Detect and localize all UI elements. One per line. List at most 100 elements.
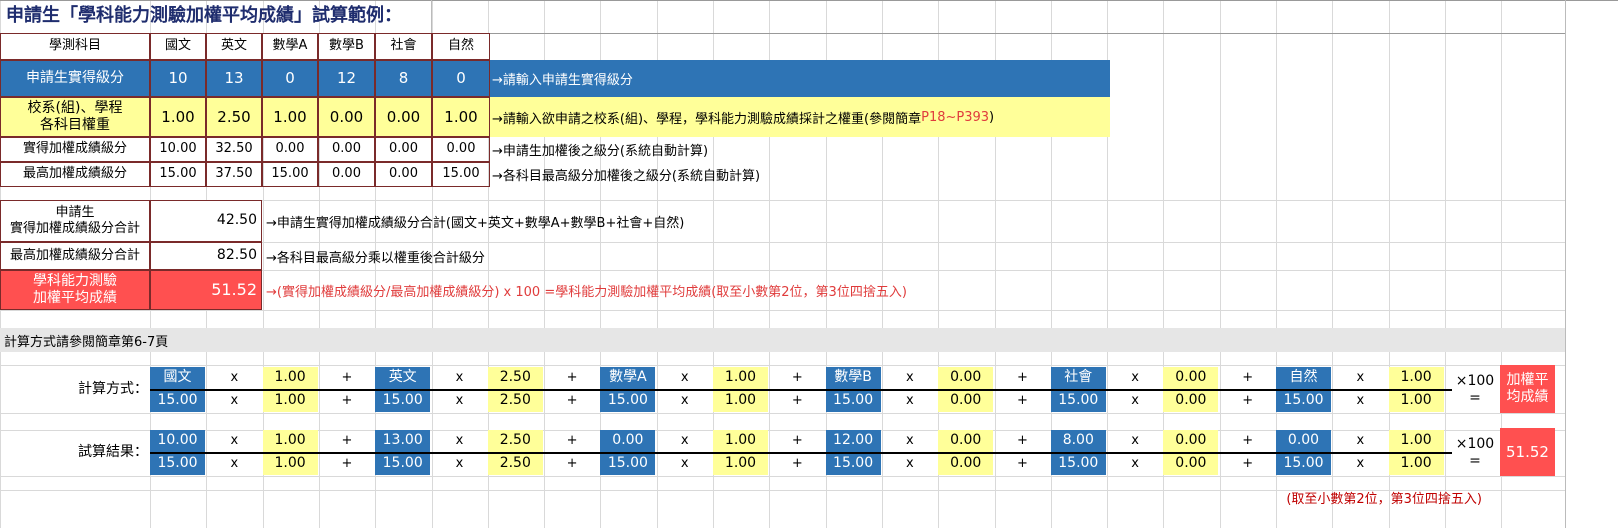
result-box: 加權平 均成績 <box>1500 365 1555 413</box>
weight-box: 2.50 <box>487 453 543 475</box>
plus-operator: + <box>791 392 803 408</box>
formula-label: 試算結果： <box>78 444 148 461</box>
gridline <box>544 0 546 528</box>
gridline <box>1388 0 1390 528</box>
subject-box: 15.00 <box>150 453 205 475</box>
subject-box: 15.00 <box>600 390 656 412</box>
gridline <box>0 430 1565 431</box>
gridline <box>318 0 320 528</box>
times-operator: x <box>906 392 914 408</box>
summary-value: 82.50 <box>150 242 262 270</box>
score-cell: 15.00 <box>262 162 318 187</box>
summary-note: →(實得加權成績級分/最高加權成績級分) x 100 =學科能力測驗加權平均成績… <box>266 284 907 300</box>
score-cell[interactable]: 10 <box>150 60 206 97</box>
column-header: 自然 <box>432 33 490 60</box>
times-operator: x <box>455 369 464 385</box>
subject-box: 15.00 <box>1050 453 1106 475</box>
gridline <box>0 490 1565 491</box>
score-cell[interactable]: 0.00 <box>375 97 432 137</box>
times-operator: x <box>1356 432 1365 448</box>
subject-box: 15.00 <box>375 390 431 412</box>
score-cell[interactable]: 1.00 <box>432 97 490 137</box>
column-header: 數學B <box>318 33 375 60</box>
subject-box: 0.00 <box>600 430 656 452</box>
plus-operator: + <box>791 369 803 385</box>
gridline <box>0 270 1565 271</box>
subject-box: 15.00 <box>825 453 881 475</box>
subject-box: 15.00 <box>1276 453 1331 475</box>
column-header: 數學A <box>262 33 318 60</box>
weight-box: 0.00 <box>938 390 994 412</box>
weight-box: 0.00 <box>938 367 994 389</box>
weight-box: 1.00 <box>1388 367 1444 389</box>
gridline <box>1276 0 1277 528</box>
score-cell: 15.00 <box>150 162 206 187</box>
weight-box: 1.00 <box>262 367 318 389</box>
subject-box: 15.00 <box>825 390 881 412</box>
subject-box: 社會 <box>1050 367 1106 389</box>
weight-box: 2.50 <box>487 367 543 389</box>
gridline <box>1163 0 1165 528</box>
gridline <box>0 242 1565 243</box>
weight-box: 2.50 <box>487 430 543 452</box>
times-operator: x <box>906 432 914 448</box>
times-operator: x <box>680 369 689 385</box>
subject-box: 數學B <box>825 367 881 389</box>
score-cell[interactable]: 12 <box>318 60 375 97</box>
plus-operator: + <box>791 455 803 471</box>
weight-box: 1.00 <box>1388 453 1444 475</box>
gridline <box>656 0 658 528</box>
subject-box: 12.00 <box>825 430 881 452</box>
note-text: →請輸入申請生實得級分 <box>492 73 633 88</box>
times-operator: x <box>1131 432 1139 448</box>
plus-operator: + <box>1242 432 1254 448</box>
score-cell[interactable]: 1.00 <box>262 97 318 137</box>
weight-box: 1.00 <box>1388 390 1444 412</box>
score-cell[interactable]: 13 <box>206 60 262 97</box>
summary-label: 學科能力測驗 加權平均成績 <box>0 270 150 310</box>
section-label: 計算方式請參閱簡章第6-7頁 <box>4 334 169 350</box>
times-operator: x <box>230 369 239 385</box>
score-cell[interactable]: 1.00 <box>150 97 206 137</box>
times-operator: x <box>1356 455 1365 471</box>
score-cell: 32.50 <box>206 137 262 162</box>
summary-note: →申請生實得加權成績級分合計(國文+英文+數學A+數學B+社會+自然) <box>266 215 685 231</box>
score-cell[interactable]: 0 <box>432 60 490 97</box>
weight-box: 1.00 <box>713 430 768 452</box>
score-cell[interactable]: 0.00 <box>318 97 375 137</box>
times-100: ×100 = <box>1455 372 1495 407</box>
summary-value: 51.52 <box>150 270 262 310</box>
gridline <box>1501 0 1503 528</box>
plus-operator: + <box>341 455 353 471</box>
subject-box: 15.00 <box>1276 390 1331 412</box>
note-text: ) <box>989 109 995 125</box>
score-cell[interactable]: 2.50 <box>206 97 262 137</box>
page-reference: P18~P393 <box>921 109 990 125</box>
subject-box: 15.00 <box>150 390 205 412</box>
gridline <box>431 0 433 528</box>
gridline <box>1219 0 1221 528</box>
gridline <box>0 0 1618 1</box>
gridline <box>713 0 714 528</box>
times-operator: x <box>680 432 689 448</box>
plus-operator: + <box>1242 369 1254 385</box>
plus-operator: + <box>1017 392 1028 408</box>
summary-label: 最高加權成績級分合計 <box>0 242 150 270</box>
column-header: 學測科目 <box>0 33 150 60</box>
times-operator: x <box>1131 392 1139 408</box>
score-cell: 0.00 <box>375 162 432 187</box>
column-header: 英文 <box>206 33 262 60</box>
gridline <box>1565 0 1566 528</box>
weight-box: 0.00 <box>1163 390 1219 412</box>
gridline <box>1107 0 1109 528</box>
weight-box: 2.50 <box>487 390 543 412</box>
gridline <box>262 0 264 528</box>
score-cell[interactable]: 0 <box>262 60 318 97</box>
column-header: 國文 <box>150 33 206 60</box>
weight-box: 1.00 <box>262 430 318 452</box>
weight-box: 1.00 <box>262 390 318 412</box>
summary-note: →各科目最高級分乘以權重後合計級分 <box>266 250 485 266</box>
score-cell[interactable]: 8 <box>375 60 432 97</box>
times-operator: x <box>455 392 464 408</box>
weight-box: 1.00 <box>262 453 318 475</box>
